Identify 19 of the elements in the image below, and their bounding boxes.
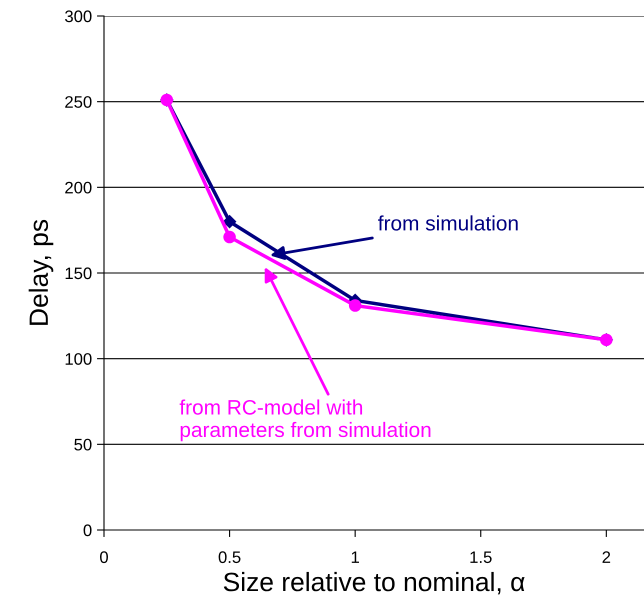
x-tick-label: 2 — [602, 551, 610, 563]
x-tick-label: 0.5 — [218, 551, 240, 564]
point — [348, 299, 362, 312]
point — [222, 215, 236, 228]
text: from simulation — [378, 215, 518, 231]
y-tick-label: 100 — [66, 353, 92, 365]
y-axis-title: Delay, ps — [28, 220, 54, 325]
y-tick-label: 150 — [66, 267, 92, 280]
y-tick-label: 250 — [65, 96, 92, 108]
y-tick-label: 0 — [84, 524, 92, 536]
x-tick-label: 1.5 — [470, 551, 492, 564]
y-tick-label: 300 — [65, 10, 92, 22]
x-tick-label: 0 — [100, 551, 108, 564]
y-tick-label: 50 — [74, 438, 92, 451]
text: from RC-model with parameters from simulation — [180, 399, 430, 442]
x-axis-title: Size relative to nominal, α — [224, 572, 525, 594]
x-tick-label: 1 — [352, 551, 359, 563]
y-tick-label: 200 — [65, 182, 92, 194]
point — [223, 230, 236, 244]
